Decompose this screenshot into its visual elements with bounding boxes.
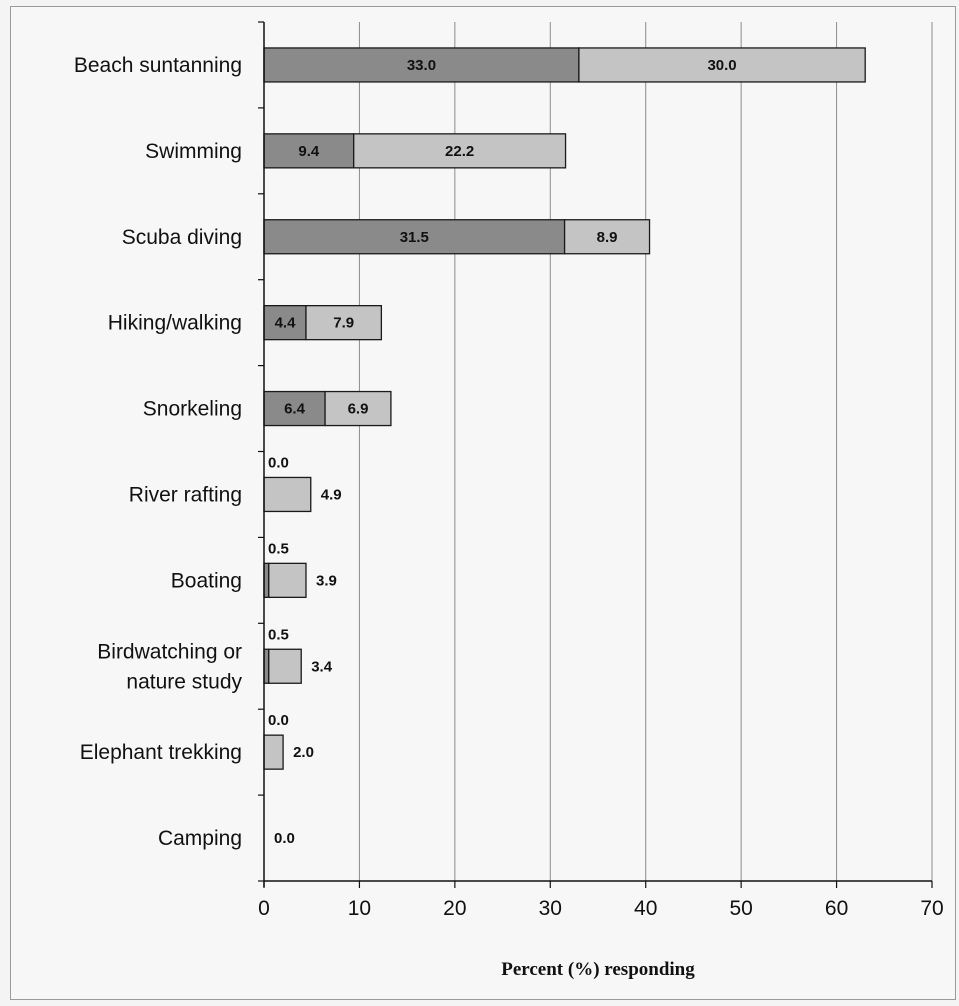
category-label-5-line-0: River rafting <box>129 483 242 506</box>
x-tick-label-0: 0 <box>258 897 270 920</box>
bar-2-3 <box>305 304 383 341</box>
value-label-2-8: 2.0 <box>293 744 314 761</box>
x-tick-label-1: 10 <box>348 897 371 920</box>
value-label-1-6: 0.5 <box>268 540 289 557</box>
category-label-7-line-1: nature study <box>126 670 242 693</box>
value-label-1-2: 31.5 <box>400 229 429 246</box>
category-label-4: Snorkeling <box>143 398 242 421</box>
chart-frame <box>10 6 956 1000</box>
value-label-1-8: 0.0 <box>268 712 289 729</box>
category-label-4-line-0: Snorkeling <box>143 398 242 421</box>
axes <box>258 21 933 888</box>
category-label-3-line-0: Hiking/walking <box>108 312 242 335</box>
category-label-7-line-0: Birdwatching or <box>97 640 242 663</box>
category-label-9: Camping <box>158 827 242 850</box>
bar-2-5 <box>263 476 312 513</box>
value-label-2-0: 30.0 <box>707 57 736 74</box>
category-label-9-line-0: Camping <box>158 827 242 850</box>
category-label-0-line-0: Beach suntanning <box>74 54 242 77</box>
value-label-2-7: 3.4 <box>311 658 333 675</box>
value-label-2-5: 4.9 <box>321 486 342 503</box>
bar-1-2 <box>263 219 566 255</box>
value-label-2-4: 6.9 <box>348 401 369 418</box>
category-label-5: River rafting <box>129 483 242 506</box>
x-tick-label-4: 40 <box>634 897 657 920</box>
x-tick-label-2: 20 <box>443 897 466 920</box>
bar-2-7 <box>268 648 302 684</box>
value-label-1-1: 9.4 <box>298 143 320 160</box>
value-label-2-1: 22.2 <box>445 143 474 160</box>
category-label-0: Beach suntanning <box>74 54 242 77</box>
category-label-6: Boating <box>171 569 242 592</box>
category-labels: Beach suntanning Swimming Scuba diving Hiki… <box>74 54 243 850</box>
x-tick-label-3: 30 <box>539 897 562 920</box>
bar-2-1 <box>353 133 567 169</box>
category-label-2-line-0: Scuba diving <box>122 226 242 249</box>
value-label-2-9: 0.0 <box>274 830 295 847</box>
value-label-2-2: 8.9 <box>597 229 618 246</box>
category-label-1-line-0: Swimming <box>145 140 242 163</box>
bar-1-0 <box>263 47 580 83</box>
x-axis-title: Percent (%) responding <box>501 959 695 980</box>
x-tick-label-5: 50 <box>729 897 752 920</box>
x-tick-labels: 0 10 20 30 40 50 60 70 <box>258 897 944 920</box>
value-label-2-6: 3.9 <box>316 572 337 589</box>
value-label-2-3: 7.9 <box>333 315 354 332</box>
category-label-8: Elephant trekking <box>80 741 242 764</box>
value-label-1-4: 6.4 <box>284 401 306 418</box>
x-tick-label-6: 60 <box>825 897 848 920</box>
bar-2-8 <box>263 734 284 770</box>
x-tick-label-7: 70 <box>920 897 943 920</box>
bars <box>263 47 866 770</box>
bar-2-0 <box>578 47 866 83</box>
value-label-1-5: 0.0 <box>268 454 289 471</box>
category-label-3: Hiking/walking <box>108 312 242 335</box>
category-label-2: Scuba diving <box>122 226 242 249</box>
category-label-8-line-0: Elephant trekking <box>80 741 242 764</box>
value-label-1-7: 0.5 <box>268 626 289 643</box>
bar-2-6 <box>268 562 307 598</box>
value-label-1-0: 33.0 <box>407 57 436 74</box>
value-labels: 33.0 30.0 9.4 22.2 31.5 8.9 4.4 7.9 6.4 6.9 0.0 4.9… <box>268 57 737 847</box>
category-label-7: Birdwatching or nature study <box>97 640 242 693</box>
bar-2-4 <box>324 390 392 427</box>
category-label-1: Swimming <box>145 140 242 163</box>
category-label-6-line-0: Boating <box>171 569 242 592</box>
value-label-1-3: 4.4 <box>275 315 297 332</box>
bar-2-2 <box>563 219 651 255</box>
